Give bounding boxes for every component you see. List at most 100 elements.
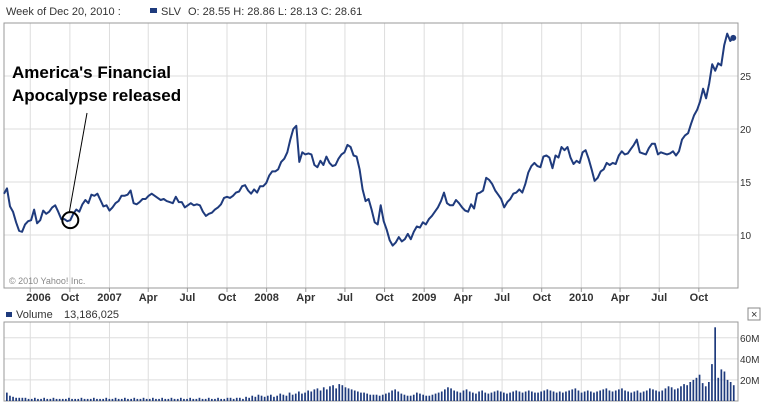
volume-bar <box>136 398 139 401</box>
volume-bar <box>478 391 480 401</box>
volume-bar <box>338 384 341 401</box>
volume-bar <box>649 388 651 401</box>
volume-bar <box>93 397 95 401</box>
volume-bar <box>493 391 496 401</box>
volume-bar <box>270 394 272 401</box>
volume-bar <box>124 397 126 401</box>
volume-bar <box>717 377 720 401</box>
volume-bar <box>447 387 449 401</box>
volume-bar <box>639 392 642 401</box>
volume-bar <box>260 395 263 401</box>
annotation-marker-circle <box>61 211 80 230</box>
volume-bar <box>459 392 462 401</box>
volume-bar <box>667 386 670 401</box>
volume-bar <box>546 389 549 401</box>
close-icon[interactable]: × <box>751 309 757 321</box>
y-tick-label: 25 <box>740 72 752 83</box>
volume-bar <box>695 377 698 401</box>
volume-bar <box>6 392 8 401</box>
volume-bar <box>223 398 226 401</box>
x-tick-label: Oct <box>61 292 80 304</box>
volume-bar <box>71 398 73 401</box>
volume-bar <box>416 392 418 401</box>
volume-bar <box>633 391 636 401</box>
volume-bar <box>450 388 452 401</box>
volume-bar <box>723 371 726 401</box>
annotation-line-1: America's Financial <box>12 63 171 82</box>
volume-bar <box>388 392 390 401</box>
volume-bar <box>708 382 710 401</box>
legend-swatch <box>150 8 157 13</box>
volume-bar <box>108 398 111 401</box>
volume-bar <box>86 398 89 401</box>
volume-bar <box>12 396 14 401</box>
price-grid <box>4 23 738 288</box>
volume-bar <box>618 389 620 401</box>
volume-bar <box>21 397 24 401</box>
volume-bar <box>605 388 608 401</box>
volume-bar <box>711 364 713 401</box>
volume-bar <box>189 397 191 401</box>
volume-bar <box>608 390 611 401</box>
volume-bar <box>158 398 160 401</box>
x-tick-label: 2010 <box>569 292 593 304</box>
volume-bar <box>636 390 639 401</box>
week-label: Week of Dec 20, 2010 : <box>6 6 121 18</box>
volume-bar <box>655 390 657 401</box>
volume-bar <box>9 395 11 401</box>
volume-bar <box>332 385 334 401</box>
volume-bar <box>266 395 269 401</box>
volume-bar <box>397 391 400 401</box>
x-axis: 2006 Oct 2007 Apr Jul Oct 2008 Apr Jul Oct 2009 Apr… <box>26 288 708 304</box>
x-tick-label: 2008 <box>254 292 278 304</box>
volume-bar <box>412 394 415 401</box>
price-series-line <box>3 32 735 247</box>
volume-bar <box>276 395 278 401</box>
volume-bar <box>732 385 735 401</box>
volume-bar <box>111 398 114 401</box>
volume-bar <box>251 395 254 401</box>
volume-bar <box>465 389 468 401</box>
volume-bar <box>400 393 403 401</box>
volume-bar <box>409 395 412 401</box>
volume-bar <box>15 397 17 401</box>
volume-bar <box>207 397 210 401</box>
volume-bar <box>549 390 552 401</box>
volume-bar <box>518 391 521 401</box>
volume-bar <box>590 391 592 401</box>
volume-bar <box>139 398 142 401</box>
volume-bar <box>89 398 92 401</box>
last-price-marker <box>730 34 737 41</box>
volume-bar <box>192 398 195 401</box>
volume-bar <box>235 397 238 401</box>
volume-bar <box>180 397 182 401</box>
volume-close-button[interactable]: × <box>747 307 761 321</box>
volume-bar <box>164 398 167 401</box>
volume-value: 13,186,025 <box>64 309 119 321</box>
volume-bar <box>242 398 244 401</box>
volume-bar <box>201 398 204 401</box>
volume-bar <box>481 390 483 401</box>
volume-bar <box>18 397 21 401</box>
x-tick-label: Jul <box>651 292 667 304</box>
volume-bar <box>543 390 546 401</box>
x-tick-label: Apr <box>611 292 631 304</box>
close-button-frame[interactable] <box>747 307 761 321</box>
volume-bar <box>487 393 490 401</box>
volume-bar <box>645 390 648 401</box>
x-tick-label: Oct <box>533 292 552 304</box>
y-tick-label: 20 <box>740 125 752 136</box>
volume-bar <box>577 390 580 401</box>
x-tick-label: 2009 <box>412 292 436 304</box>
volume-bar <box>385 393 387 401</box>
volume-bar <box>596 391 598 401</box>
y-tick-label: 15 <box>740 178 752 189</box>
volume-bar <box>257 394 260 401</box>
volume-y-tick-label: 20M <box>740 376 759 387</box>
volume-bar <box>422 394 424 401</box>
x-tick-label: 2007 <box>97 292 121 304</box>
volume-bar <box>285 395 288 401</box>
volume-bar <box>720 369 723 401</box>
volume-grid <box>4 322 738 401</box>
